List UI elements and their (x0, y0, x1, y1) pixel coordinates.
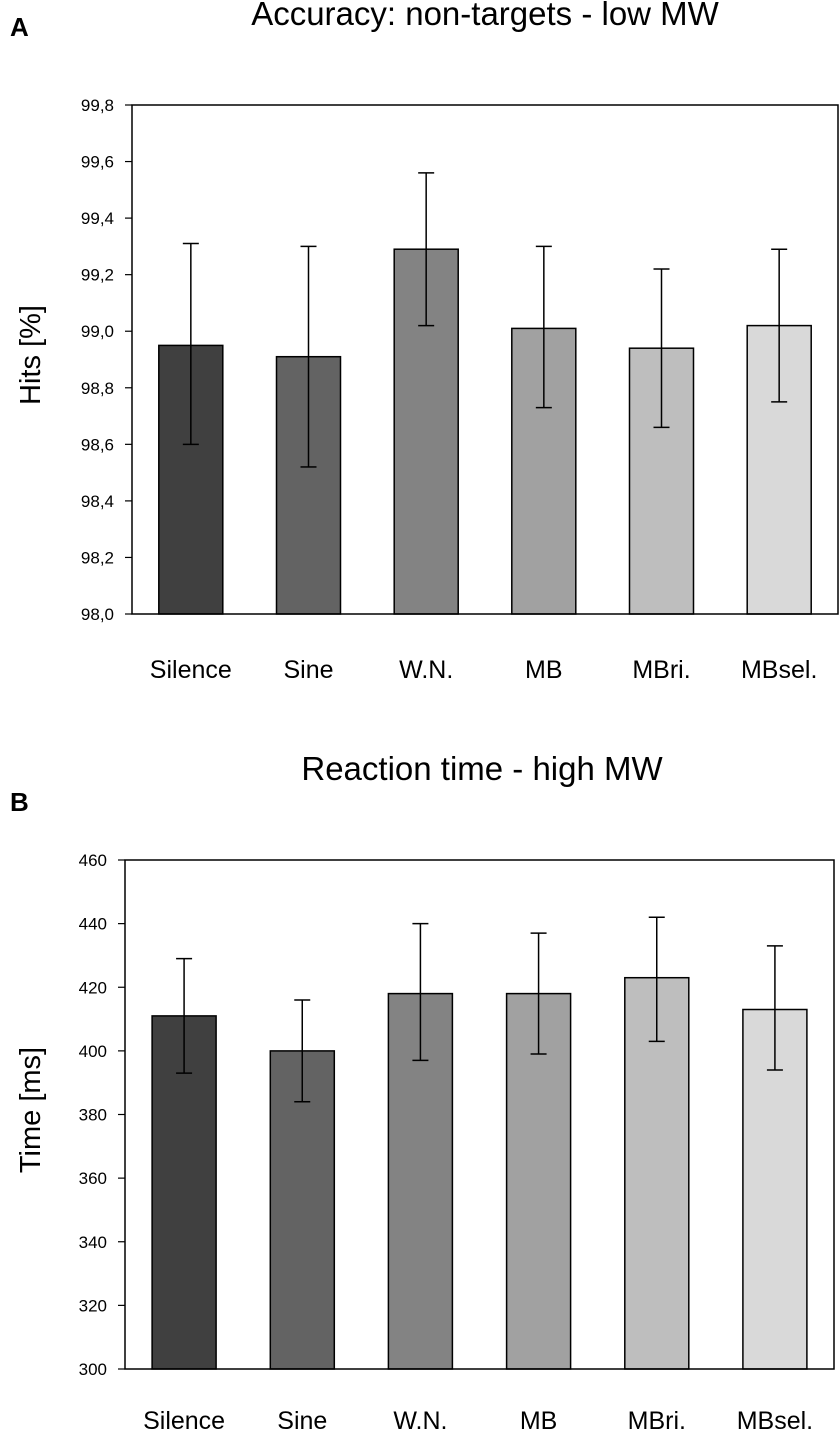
x-tick-label: W.N. (399, 656, 453, 684)
x-tick-label: MB (525, 656, 563, 684)
y-tick-label: 99,0 (81, 322, 114, 341)
y-tick-label: 340 (79, 1233, 107, 1252)
y-tick-label: 99,2 (81, 266, 114, 285)
y-tick-label: 98,6 (81, 435, 114, 454)
y-tick-label: 320 (79, 1296, 107, 1315)
panel-letter: A (10, 12, 29, 42)
y-tick-label: 460 (79, 851, 107, 870)
chart-title: Reaction time - high MW (301, 750, 663, 787)
y-tick-label: 98,2 (81, 548, 114, 567)
bar (505, 992, 572, 1370)
plot-frame (124, 859, 835, 1370)
x-tick-label: MBsel. (741, 656, 817, 684)
y-tick-label: 360 (79, 1169, 107, 1188)
y-axis-label: Hits [%] (15, 305, 47, 405)
y-tick-label: 380 (79, 1106, 107, 1125)
bar (151, 1015, 217, 1370)
panel-letter: B (10, 787, 29, 817)
y-tick-label: 99,4 (81, 209, 114, 228)
y-tick-label: 440 (79, 915, 107, 934)
x-tick-label: Sine (283, 656, 333, 684)
y-tick-label: 300 (79, 1360, 107, 1379)
bar (269, 1050, 336, 1370)
x-tick-label: Sine (277, 1407, 327, 1432)
y-tick-label: 400 (79, 1042, 107, 1061)
x-tick-label: MBri. (632, 656, 690, 684)
y-tick-label: 420 (79, 978, 107, 997)
y-axis-label: Time [ms] (15, 1047, 47, 1173)
x-tick-label: MBsel. (737, 1407, 813, 1432)
x-tick-label: W.N. (393, 1407, 447, 1432)
x-tick-label: Silence (150, 656, 232, 684)
chart-title: Accuracy: non-targets - low MW (251, 0, 719, 32)
y-tick-label: 99,6 (81, 153, 114, 172)
y-tick-label: 98,0 (81, 605, 114, 624)
chart-panel-b: Silence Sine W.N. MB MBri. MBsel. 300 320 340 360… (79, 851, 835, 1432)
x-tick-label: Silence (143, 1407, 225, 1432)
chart-panel-a: Silence Sine W.N. MB MBri. MBsel. 98,0 98,2 98,4… (81, 96, 839, 684)
plot-frame (131, 104, 839, 615)
x-tick-label: MB (520, 1407, 558, 1432)
x-tick-label: MBri. (628, 1407, 686, 1432)
y-tick-label: 98,4 (81, 492, 114, 511)
y-tick-label: 99,8 (81, 96, 114, 115)
y-tick-label: 98,8 (81, 379, 114, 398)
